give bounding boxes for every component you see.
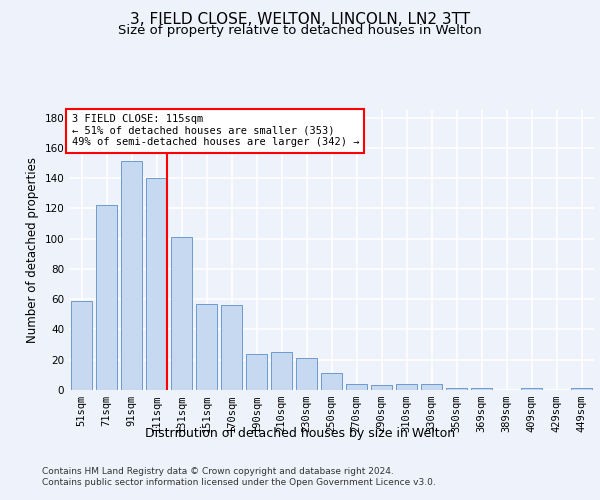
Bar xyxy=(396,384,417,390)
Bar xyxy=(521,388,542,390)
Text: 3 FIELD CLOSE: 115sqm
← 51% of detached houses are smaller (353)
49% of semi-det: 3 FIELD CLOSE: 115sqm ← 51% of detached … xyxy=(71,114,359,148)
Bar xyxy=(221,305,242,390)
Bar xyxy=(471,388,492,390)
Text: Size of property relative to detached houses in Welton: Size of property relative to detached ho… xyxy=(118,24,482,37)
Bar xyxy=(246,354,267,390)
Bar xyxy=(121,162,142,390)
Bar xyxy=(321,374,342,390)
Bar xyxy=(346,384,367,390)
Bar xyxy=(296,358,317,390)
Bar xyxy=(571,388,592,390)
Bar xyxy=(271,352,292,390)
Bar xyxy=(96,206,117,390)
Text: 3, FIELD CLOSE, WELTON, LINCOLN, LN2 3TT: 3, FIELD CLOSE, WELTON, LINCOLN, LN2 3TT xyxy=(130,12,470,28)
Y-axis label: Number of detached properties: Number of detached properties xyxy=(26,157,39,343)
Text: Contains HM Land Registry data © Crown copyright and database right 2024.
Contai: Contains HM Land Registry data © Crown c… xyxy=(42,468,436,487)
Bar xyxy=(446,388,467,390)
Bar xyxy=(421,384,442,390)
Bar xyxy=(171,237,192,390)
Text: Distribution of detached houses by size in Welton: Distribution of detached houses by size … xyxy=(145,428,455,440)
Bar xyxy=(371,386,392,390)
Bar xyxy=(196,304,217,390)
Bar xyxy=(146,178,167,390)
Bar xyxy=(71,300,92,390)
